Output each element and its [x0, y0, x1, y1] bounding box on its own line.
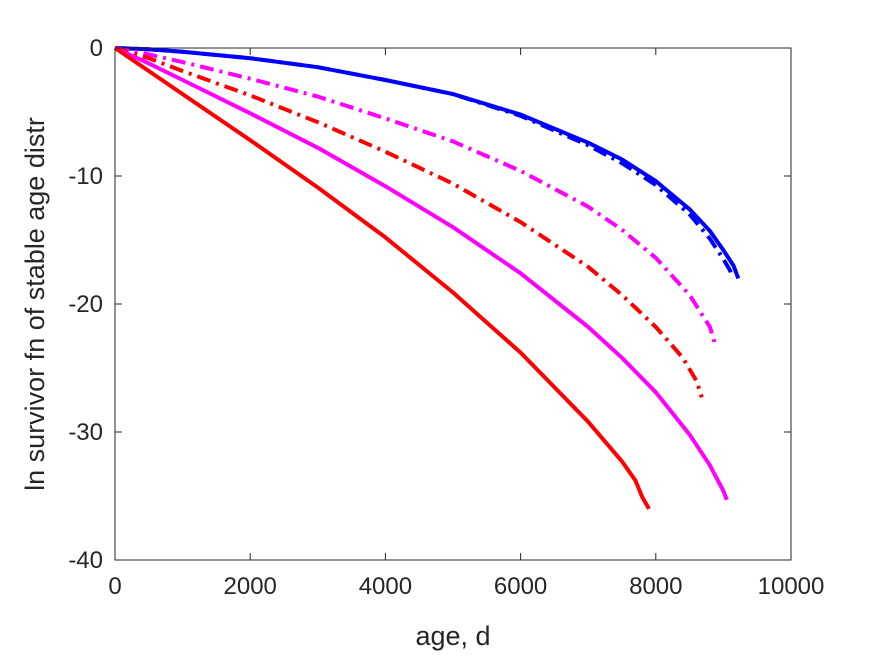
y-tick-label: -10	[68, 163, 103, 190]
x-axis-label: age, d	[415, 621, 490, 651]
y-tick-label: -40	[68, 547, 103, 574]
series-line-6	[113, 46, 651, 510]
series-line-3	[114, 46, 717, 343]
series-line-5	[114, 46, 729, 501]
plot-area	[115, 48, 791, 560]
y-tick-label: -30	[68, 419, 103, 446]
x-tick-label: 6000	[494, 573, 547, 600]
x-tick-label: 10000	[758, 573, 825, 600]
y-tick-label: -20	[68, 291, 103, 318]
x-tick-label: 2000	[224, 573, 277, 600]
series-layer	[113, 46, 741, 510]
x-tick-label: 4000	[359, 573, 412, 600]
series-line-4	[114, 46, 704, 399]
x-tick-label: 8000	[629, 573, 682, 600]
y-tick-label: 0	[90, 35, 103, 62]
y-axis-label: ln survivor fn of stable age distr	[20, 117, 50, 491]
axes-layer: 0 2000 4000 6000 8000 10000 0 -10 -20 -30 -40	[68, 35, 824, 600]
x-tick-label: 0	[108, 573, 121, 600]
